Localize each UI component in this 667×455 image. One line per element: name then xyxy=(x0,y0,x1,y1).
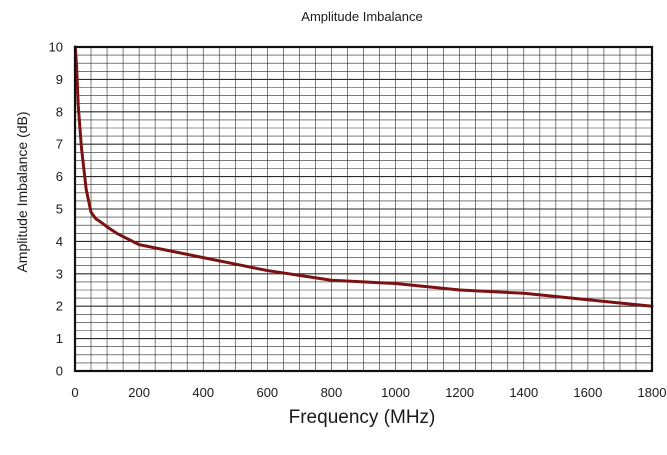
y-tick-label: 7 xyxy=(56,137,63,152)
y-tick-label: 10 xyxy=(49,40,63,55)
x-tick-label: 200 xyxy=(128,385,150,400)
plot-frame xyxy=(73,45,654,373)
x-tick-label: 1800 xyxy=(638,385,667,400)
x-tick-label: 600 xyxy=(256,385,278,400)
y-tick-label: 8 xyxy=(56,104,63,119)
y-tick-label: 4 xyxy=(56,234,63,249)
x-tick-label: 1200 xyxy=(445,385,474,400)
y-tick-label: 3 xyxy=(56,266,63,281)
y-tick-labels: 0 1 2 3 4 5 6 7 8 9 10 xyxy=(49,40,63,379)
x-tick-label: 1400 xyxy=(509,385,538,400)
x-tick-label: 1600 xyxy=(573,385,602,400)
x-axis-label: Frequency (MHz) xyxy=(289,407,436,428)
amplitude-imbalance-line xyxy=(73,45,654,308)
chart-title: Amplitude Imbalance xyxy=(301,9,422,24)
grid xyxy=(75,47,652,371)
y-tick-label: 0 xyxy=(56,364,63,379)
x-tick-labels: 0 200 400 600 800 1000 1200 1400 1600 1800 xyxy=(71,385,666,400)
curve-layer xyxy=(73,45,654,308)
y-tick-label: 1 xyxy=(56,331,63,346)
y-tick-label: 5 xyxy=(56,202,63,217)
x-tick-label: 1000 xyxy=(381,385,410,400)
y-tick-label: 6 xyxy=(56,169,63,184)
y-tick-label: 2 xyxy=(56,299,63,314)
x-tick-label: 800 xyxy=(321,385,343,400)
x-tick-label: 0 xyxy=(71,385,78,400)
y-axis-label: Amplitude Imbalance (dB) xyxy=(14,111,30,272)
x-tick-label: 400 xyxy=(192,385,214,400)
y-tick-label: 9 xyxy=(56,72,63,87)
